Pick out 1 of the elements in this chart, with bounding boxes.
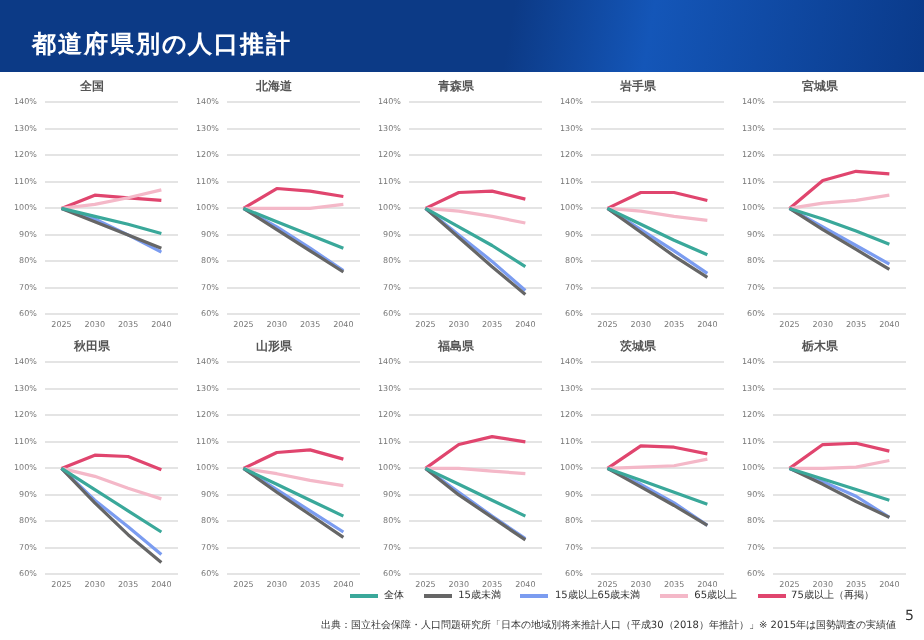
text: 都道府県別の人口推計 — [32, 28, 292, 62]
